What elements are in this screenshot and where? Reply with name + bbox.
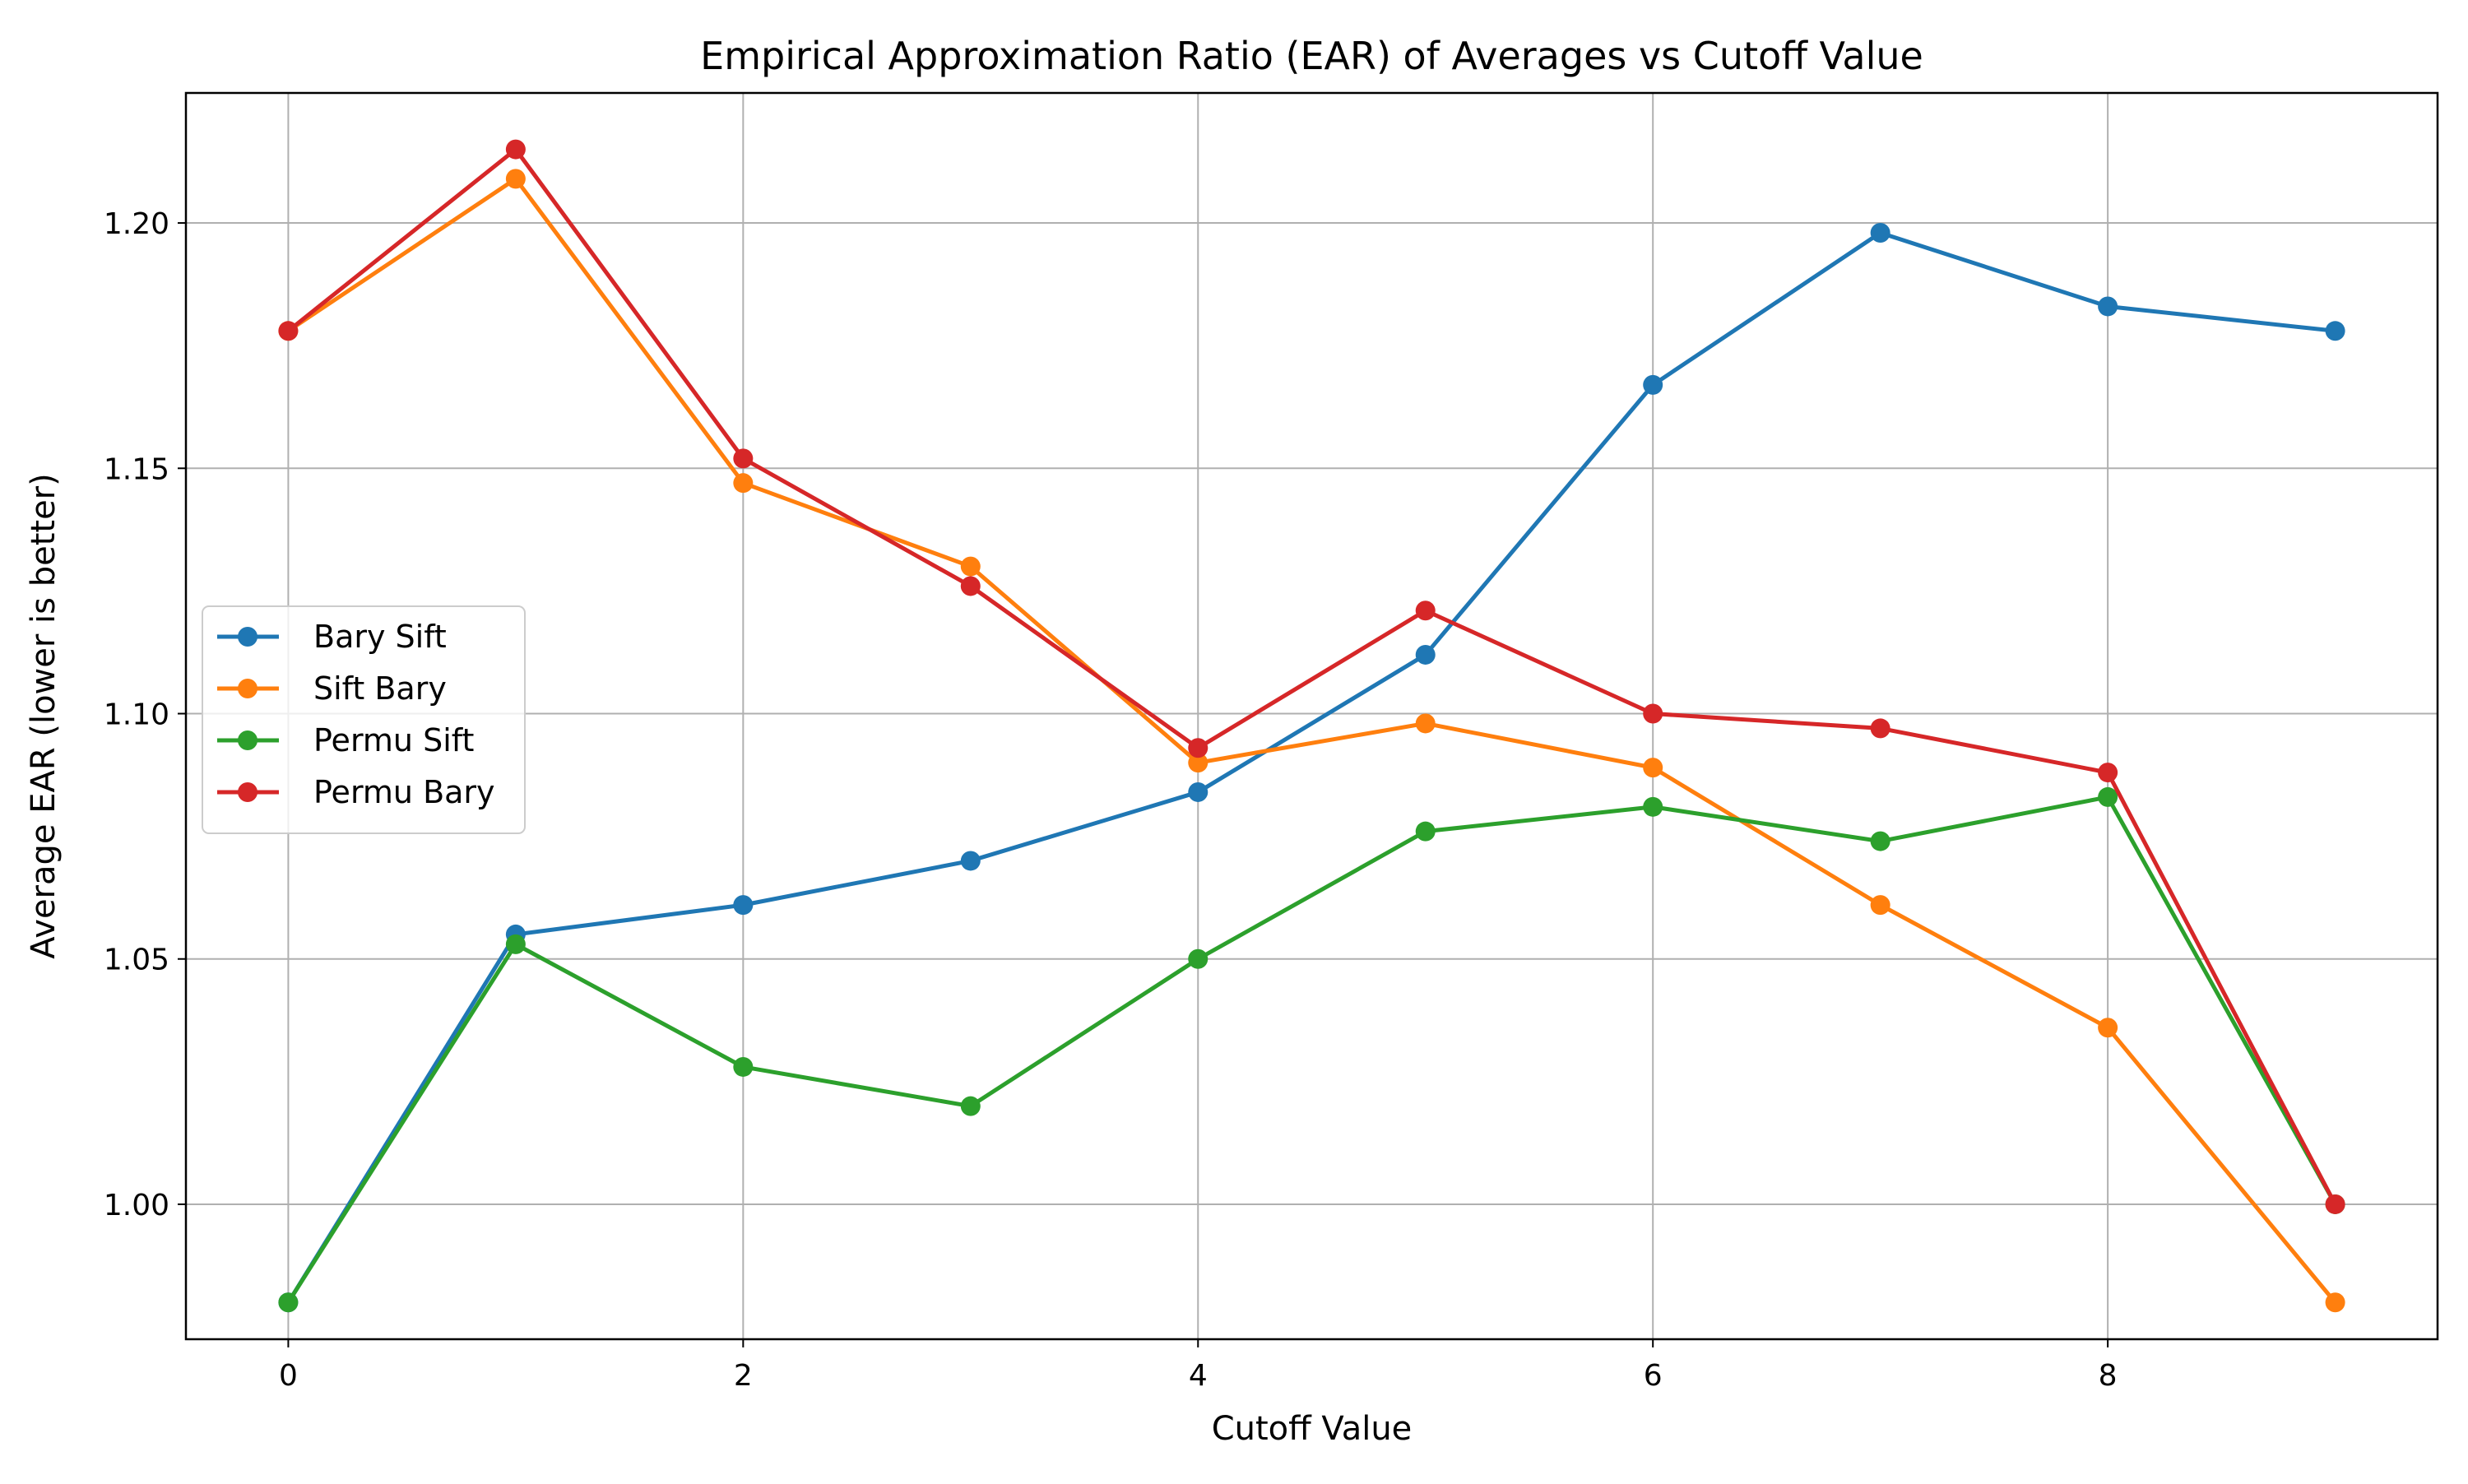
grid bbox=[186, 93, 2438, 1339]
series-sift-bary bbox=[278, 169, 2345, 1313]
series-line-bary-sift bbox=[285, 230, 2338, 1305]
legend-item-sift-bary: Sift Bary bbox=[217, 670, 447, 707]
legend: Bary Sift Sift Bary Permu Sift Permu Bary bbox=[202, 605, 526, 834]
data-point-sift-bary bbox=[1188, 753, 1208, 773]
data-point-permu-sift bbox=[1643, 796, 1663, 817]
x-tick-label: 4 bbox=[1189, 1359, 1208, 1393]
data-point-permu-sift bbox=[1870, 831, 1890, 851]
legend-item-permu-bary: Permu Bary bbox=[217, 774, 495, 810]
data-point-permu-bary bbox=[1415, 601, 1436, 621]
series-line-permu-bary bbox=[285, 147, 2338, 1207]
data-point-permu-bary bbox=[278, 321, 299, 341]
x-tick-label: 6 bbox=[1644, 1359, 1663, 1393]
series-permu-bary bbox=[278, 139, 2345, 1214]
series-line-sift-bary bbox=[285, 176, 2338, 1305]
data-point-permu-bary bbox=[1643, 703, 1663, 724]
y-tick-label: 1.15 bbox=[104, 452, 169, 486]
data-point-permu-sift bbox=[2098, 786, 2118, 807]
data-point-permu-bary bbox=[960, 576, 981, 596]
data-point-permu-bary bbox=[2098, 763, 2118, 783]
data-point-bary-sift bbox=[1643, 374, 1663, 395]
legend-swatch-marker bbox=[238, 627, 257, 647]
series-permu-sift bbox=[278, 786, 2345, 1313]
legend-swatch-marker bbox=[238, 730, 257, 750]
axis-ticks: 0 2 4 6 8 1.00 1.05 1.10 1.15 1.20 bbox=[104, 207, 2118, 1393]
data-point-bary-sift bbox=[1870, 222, 1890, 243]
data-point-permu-sift bbox=[1188, 948, 1208, 969]
data-point-sift-bary bbox=[505, 169, 526, 189]
legend-item-bary-sift: Bary Sift bbox=[217, 619, 447, 655]
data-point-bary-sift bbox=[960, 851, 981, 871]
data-point-bary-sift bbox=[733, 895, 754, 916]
data-point-sift-bary bbox=[1870, 895, 1890, 916]
data-point-sift-bary bbox=[2098, 1018, 2118, 1038]
data-point-sift-bary bbox=[1643, 758, 1663, 778]
legend-swatch-marker bbox=[238, 782, 257, 802]
data-point-permu-bary bbox=[733, 448, 754, 469]
data-point-sift-bary bbox=[960, 556, 981, 577]
plot-frame bbox=[184, 91, 2439, 1341]
series-group bbox=[278, 139, 2345, 1313]
legend-box bbox=[202, 605, 526, 834]
legend-item-permu-sift: Permu Sift bbox=[217, 722, 474, 758]
y-axis-label: Average EAR (lower is better) bbox=[25, 473, 63, 959]
data-point-permu-sift bbox=[505, 934, 526, 954]
data-point-sift-bary bbox=[733, 473, 754, 494]
x-tick-label: 0 bbox=[279, 1359, 298, 1393]
data-point-permu-bary bbox=[505, 139, 526, 160]
legend-label: Permu Bary bbox=[313, 774, 495, 810]
y-tick-label: 1.10 bbox=[104, 698, 169, 732]
legend-label: Permu Sift bbox=[313, 722, 474, 758]
series-bary-sift bbox=[278, 222, 2345, 1313]
x-tick-label: 2 bbox=[734, 1359, 753, 1393]
data-point-permu-sift bbox=[960, 1096, 981, 1116]
data-point-permu-sift bbox=[278, 1292, 299, 1313]
y-tick-label: 1.05 bbox=[104, 944, 169, 977]
y-tick-label: 1.20 bbox=[104, 207, 169, 241]
legend-swatch-marker bbox=[238, 679, 257, 698]
data-point-sift-bary bbox=[2325, 1292, 2345, 1313]
data-point-permu-bary bbox=[1870, 718, 1890, 739]
legend-label: Sift Bary bbox=[313, 670, 447, 707]
chart-title: Empirical Approximation Ratio (EAR) of A… bbox=[700, 34, 1923, 78]
data-point-permu-sift bbox=[1415, 821, 1436, 842]
y-tick-label: 1.00 bbox=[104, 1189, 169, 1222]
data-point-bary-sift bbox=[1415, 644, 1436, 665]
series-line-permu-sift bbox=[285, 795, 2338, 1305]
data-point-permu-bary bbox=[2325, 1194, 2345, 1214]
data-point-bary-sift bbox=[2325, 321, 2345, 341]
data-point-sift-bary bbox=[1415, 713, 1436, 734]
x-tick-label: 8 bbox=[2099, 1359, 2118, 1393]
x-axis-label: Cutoff Value bbox=[1212, 1410, 1413, 1448]
data-point-bary-sift bbox=[1188, 781, 1208, 802]
data-point-permu-bary bbox=[1188, 738, 1208, 758]
legend-label: Bary Sift bbox=[313, 619, 447, 655]
data-point-bary-sift bbox=[2098, 296, 2118, 317]
data-point-permu-sift bbox=[733, 1056, 754, 1077]
